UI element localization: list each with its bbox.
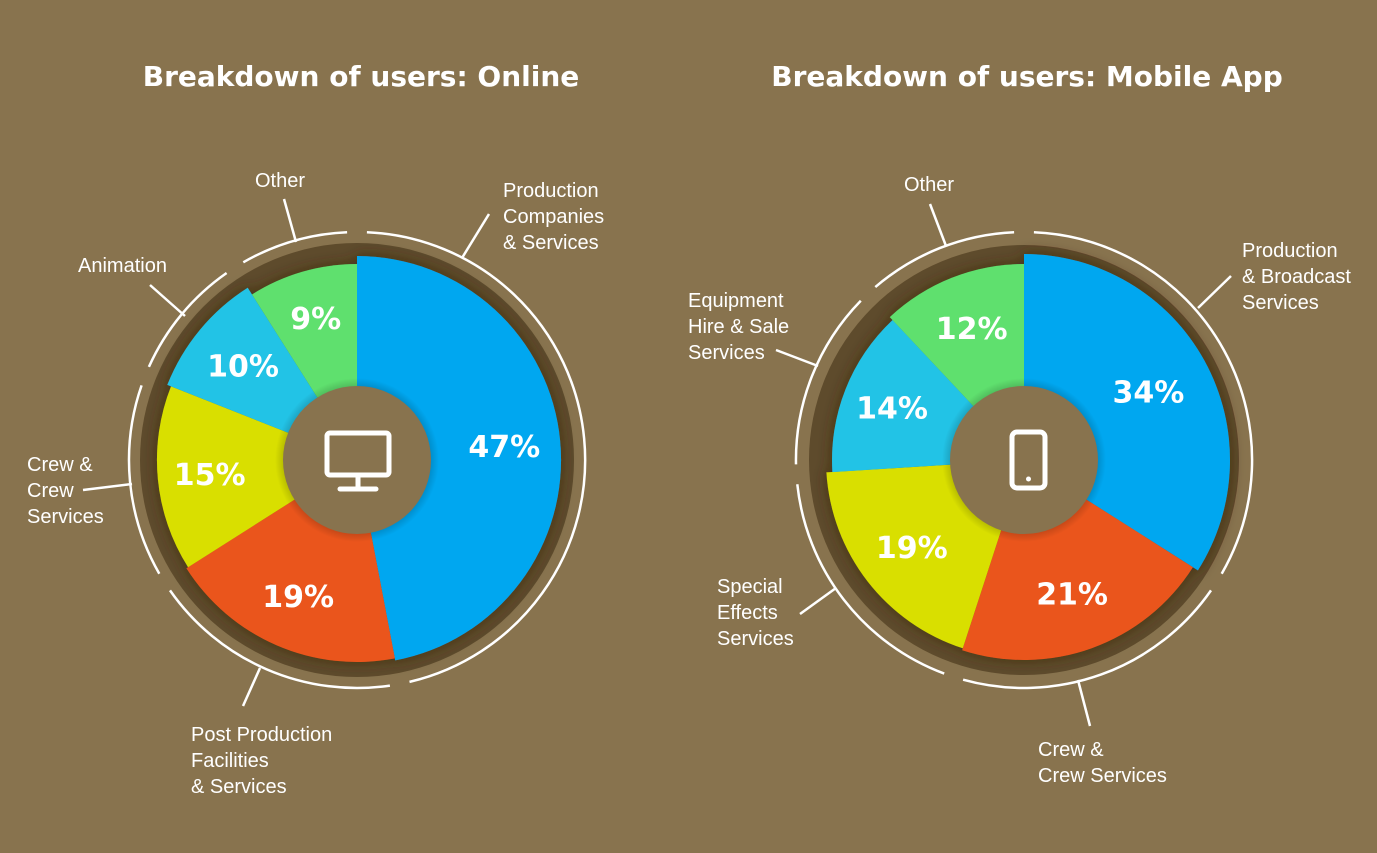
category-label-other: Other bbox=[904, 174, 954, 196]
leader-line-production-companies-and-services bbox=[460, 213, 491, 259]
category-label-animation: Animation bbox=[78, 255, 167, 277]
value-label-production-and-broadcast-services: 34% bbox=[1112, 376, 1184, 411]
ring-arc-post-production-facilities-and-services bbox=[168, 589, 391, 690]
ring-arc-special-effects-services bbox=[796, 484, 945, 675]
leader-line-special-effects-services bbox=[799, 586, 837, 616]
leader-line-equipment-hire-and-sale-services bbox=[775, 348, 819, 368]
value-label-other: 9% bbox=[290, 302, 341, 337]
category-label-crew-and-crew-services: Crew & Crew Services bbox=[27, 454, 104, 528]
category-labels: Production Companies & Services Post Produc… bbox=[27, 170, 604, 798]
mobile-phone-icon bbox=[1009, 429, 1048, 491]
donut-hole bbox=[283, 386, 431, 534]
value-label-crew-and-crew-services: 21% bbox=[1036, 578, 1108, 613]
ring-arc-other bbox=[874, 230, 1015, 289]
value-labels: 47% 19% 15% 10% 9% bbox=[174, 302, 540, 615]
category-label-other: Other bbox=[255, 170, 305, 192]
desktop-monitor-icon bbox=[324, 430, 392, 492]
category-label-production-and-broadcast-services: Production & Broadcast Services bbox=[1242, 240, 1351, 314]
leader-line-other bbox=[928, 203, 948, 247]
value-label-production-companies-and-services: 47% bbox=[468, 430, 540, 465]
chart-title-online: Breakdown of users: Online bbox=[143, 60, 580, 93]
ring-arc-crew-and-crew-services bbox=[962, 589, 1213, 690]
ring-arc-production-and-broadcast-services bbox=[1033, 230, 1254, 575]
value-label-animation: 10% bbox=[207, 350, 279, 385]
category-label-production-companies-and-services: Production Companies & Services bbox=[503, 180, 604, 254]
leader-line-animation bbox=[149, 284, 186, 317]
chart-online: Breakdown of users: Online 47% 19% 15% 10% 9… bbox=[27, 60, 604, 798]
leader-line-production-and-broadcast-services bbox=[1197, 275, 1232, 309]
category-label-special-effects-services: Special Effects Services bbox=[717, 576, 794, 650]
category-label-post-production-facilities-and-services: Post Production Facilities & Services bbox=[191, 724, 332, 798]
value-label-special-effects-services: 19% bbox=[876, 531, 948, 566]
leader-line-crew-and-crew-services bbox=[82, 482, 133, 492]
leader-lines bbox=[82, 198, 491, 707]
ring-arc-equipment-hire-and-sale-services bbox=[794, 299, 862, 465]
leader-line-post-production-facilities-and-services bbox=[241, 667, 262, 707]
value-label-crew-and-crew-services: 15% bbox=[174, 458, 246, 493]
pie-slice-crew-and-crew-services bbox=[156, 386, 357, 568]
category-labels: Production & Broadcast Services Crew & Crew … bbox=[688, 174, 1351, 787]
ring-arc-crew-and-crew-services bbox=[127, 384, 161, 575]
pie-slice-production-companies-and-services bbox=[357, 255, 562, 661]
category-label-equipment-hire-and-sale-services: Equipment Hire & Sale Services bbox=[688, 290, 789, 364]
ring-arc-other bbox=[242, 230, 348, 264]
donut-hole bbox=[950, 386, 1098, 534]
value-label-post-production-facilities-and-services: 19% bbox=[262, 580, 334, 615]
chart-mobile-app: Breakdown of users: Mobile App 34% 21% 19%… bbox=[688, 60, 1351, 787]
value-label-other: 12% bbox=[936, 312, 1008, 347]
outer-ring-arcs bbox=[794, 230, 1254, 690]
value-labels: 34% 21% 19% 14% 12% bbox=[856, 312, 1184, 613]
leader-line-other bbox=[282, 198, 298, 243]
ring-arc-animation bbox=[147, 271, 228, 368]
category-label-crew-and-crew-services: Crew & Crew Services bbox=[1038, 739, 1167, 787]
value-label-equipment-hire-and-sale-services: 14% bbox=[856, 392, 928, 427]
chart-title-mobile: Breakdown of users: Mobile App bbox=[771, 60, 1283, 93]
leader-line-crew-and-crew-services bbox=[1076, 679, 1092, 727]
leader-lines bbox=[775, 203, 1232, 727]
